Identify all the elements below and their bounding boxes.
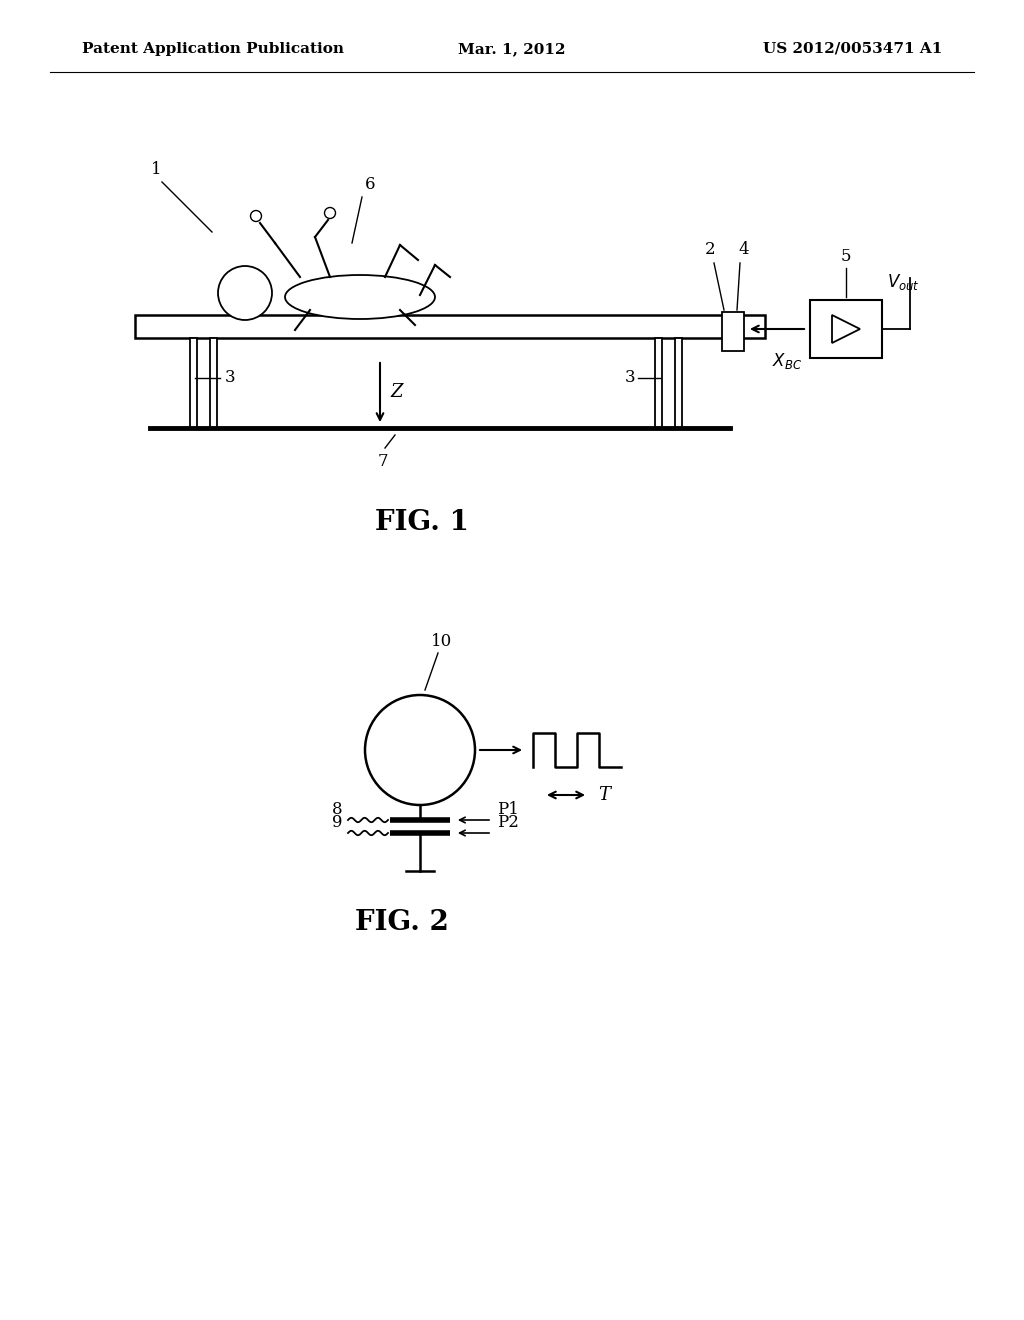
Bar [135, 315, 765, 338]
Text: 10: 10 [431, 634, 453, 649]
Bar [190, 338, 197, 428]
Text: P2: P2 [497, 814, 519, 832]
Bar [675, 338, 682, 428]
Text: Mar. 1, 2012: Mar. 1, 2012 [459, 42, 565, 55]
Bar [810, 300, 882, 358]
Text: $V_{out}$: $V_{out}$ [887, 272, 920, 292]
Text: 1: 1 [151, 161, 162, 178]
Text: Patent Application Publication: Patent Application Publication [82, 42, 344, 55]
Text: 7: 7 [378, 453, 388, 470]
Bar [655, 338, 662, 428]
Text: 2: 2 [705, 242, 716, 257]
Text: $X_{BC}$: $X_{BC}$ [772, 351, 802, 371]
Text: Z: Z [390, 383, 402, 401]
Text: 6: 6 [365, 176, 376, 193]
Circle shape [251, 210, 261, 222]
Ellipse shape [285, 275, 435, 319]
Bar [210, 338, 217, 428]
Text: 3: 3 [225, 370, 236, 387]
Text: 5: 5 [841, 248, 851, 265]
Text: 3: 3 [625, 370, 635, 387]
Text: P1: P1 [497, 801, 519, 818]
Polygon shape [831, 315, 860, 343]
Text: 4: 4 [738, 242, 750, 257]
Text: T: T [598, 785, 610, 804]
Circle shape [365, 696, 475, 805]
Circle shape [218, 267, 272, 319]
Text: FIG. 2: FIG. 2 [355, 908, 449, 936]
Text: FIG. 1: FIG. 1 [375, 508, 469, 536]
Text: US 2012/0053471 A1: US 2012/0053471 A1 [763, 42, 942, 55]
Text: 9: 9 [332, 814, 342, 832]
Text: 8: 8 [332, 801, 342, 818]
Bar [722, 313, 744, 351]
Circle shape [325, 207, 336, 219]
